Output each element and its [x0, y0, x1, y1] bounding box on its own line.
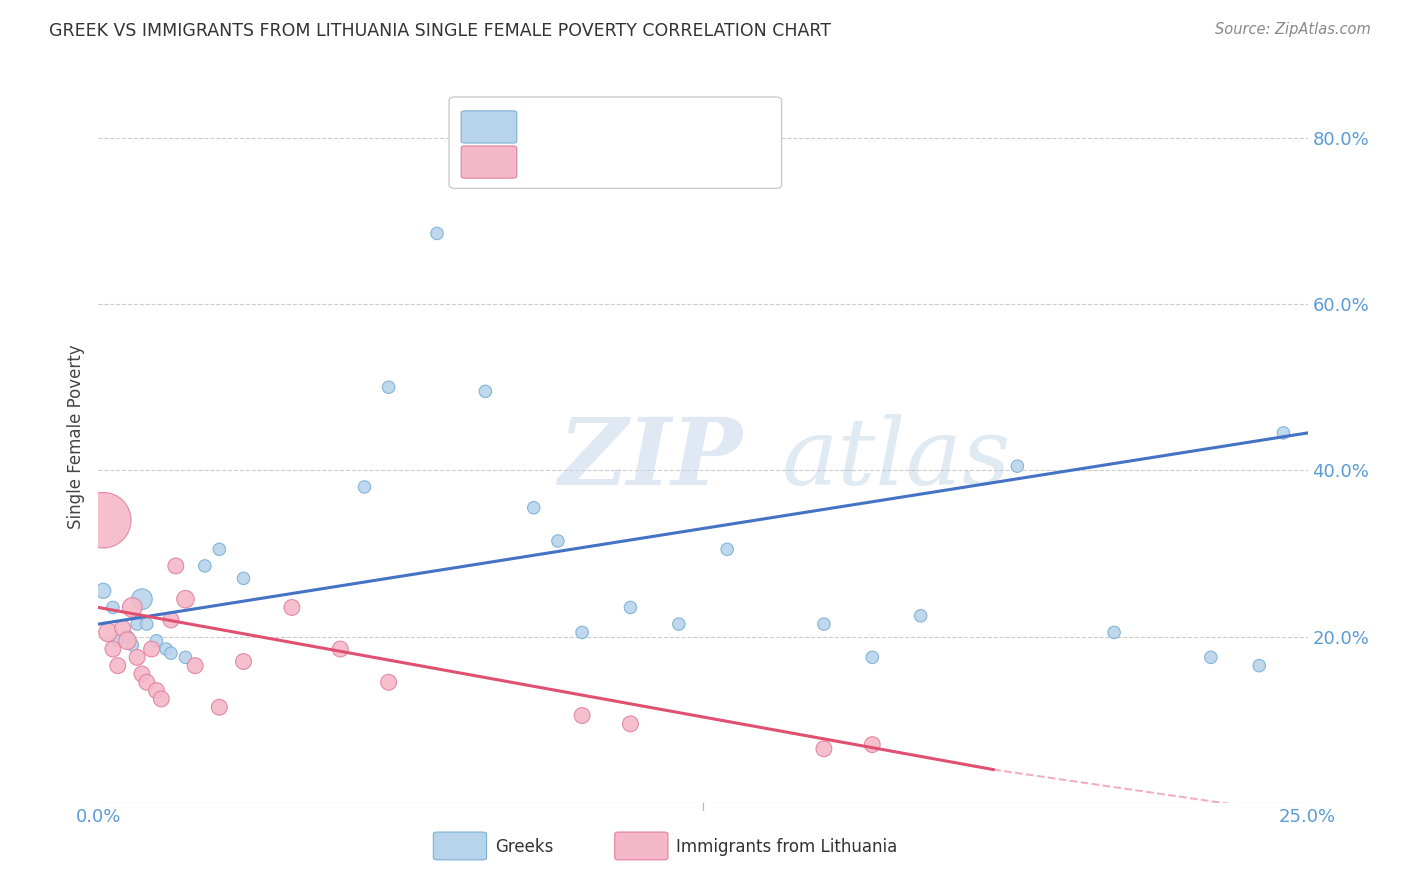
Point: [174, 650, 197, 665]
Text: Immigrants from Lithuania: Immigrants from Lithuania: [676, 838, 897, 855]
Point: [101, 600, 124, 615]
Point: [474, 384, 496, 399]
Point: [121, 600, 143, 615]
Point: [97, 625, 120, 640]
Text: ZIP: ZIP: [558, 414, 742, 504]
Point: [377, 675, 399, 690]
Point: [523, 500, 546, 515]
Point: [131, 667, 153, 681]
Text: atlas: atlas: [782, 414, 1011, 504]
Point: [813, 617, 835, 632]
Point: [121, 638, 143, 652]
Point: [184, 658, 207, 673]
Point: [145, 633, 167, 648]
Point: [131, 592, 153, 607]
Point: [377, 380, 399, 394]
Text: Source: ZipAtlas.com: Source: ZipAtlas.com: [1215, 22, 1371, 37]
Point: [150, 692, 173, 706]
Point: [813, 741, 835, 756]
Point: [716, 542, 738, 557]
Point: [107, 633, 129, 648]
Point: [329, 642, 352, 657]
Point: [547, 533, 569, 548]
Point: [135, 675, 157, 690]
Point: [232, 571, 254, 585]
Point: [860, 650, 883, 665]
Point: [1007, 459, 1029, 474]
Y-axis label: Single Female Poverty: Single Female Poverty: [67, 345, 86, 529]
Point: [135, 617, 157, 632]
Point: [101, 642, 124, 657]
Point: [155, 642, 177, 657]
Text: Greeks: Greeks: [495, 838, 554, 855]
Point: [1102, 625, 1125, 640]
Point: [232, 655, 254, 669]
Point: [127, 650, 149, 665]
Point: [174, 592, 197, 607]
Point: [111, 621, 134, 635]
Text: GREEK VS IMMIGRANTS FROM LITHUANIA SINGLE FEMALE POVERTY CORRELATION CHART: GREEK VS IMMIGRANTS FROM LITHUANIA SINGL…: [49, 22, 831, 40]
Text: N =: N =: [640, 148, 676, 163]
Point: [619, 600, 641, 615]
Text: R =: R =: [523, 113, 558, 128]
Point: [91, 583, 114, 598]
FancyBboxPatch shape: [461, 146, 517, 178]
Point: [860, 738, 883, 752]
Point: [353, 480, 375, 494]
Point: [910, 608, 932, 623]
Point: [1272, 425, 1295, 440]
Point: [107, 658, 129, 673]
Text: R =: R =: [523, 148, 558, 163]
Point: [426, 227, 449, 241]
Point: [208, 700, 231, 714]
Point: [141, 642, 163, 657]
Point: [91, 513, 114, 527]
FancyBboxPatch shape: [433, 832, 486, 860]
Point: [571, 708, 593, 723]
Point: [208, 542, 231, 557]
Point: [668, 617, 690, 632]
Text: 26: 26: [692, 148, 714, 163]
Point: [145, 683, 167, 698]
Text: -0.424: -0.424: [576, 148, 633, 163]
FancyBboxPatch shape: [461, 111, 517, 143]
Point: [160, 613, 183, 627]
Point: [165, 558, 187, 573]
Point: [619, 716, 641, 731]
Point: [117, 630, 139, 644]
Point: [160, 646, 183, 660]
Text: 0.314: 0.314: [576, 113, 627, 128]
FancyBboxPatch shape: [449, 97, 782, 188]
Point: [571, 625, 593, 640]
Point: [194, 558, 217, 573]
Text: N =: N =: [640, 113, 676, 128]
Point: [281, 600, 304, 615]
FancyBboxPatch shape: [614, 832, 668, 860]
Point: [1249, 658, 1271, 673]
Point: [127, 617, 149, 632]
Point: [1199, 650, 1222, 665]
Point: [117, 633, 139, 648]
Text: 33: 33: [692, 113, 714, 128]
